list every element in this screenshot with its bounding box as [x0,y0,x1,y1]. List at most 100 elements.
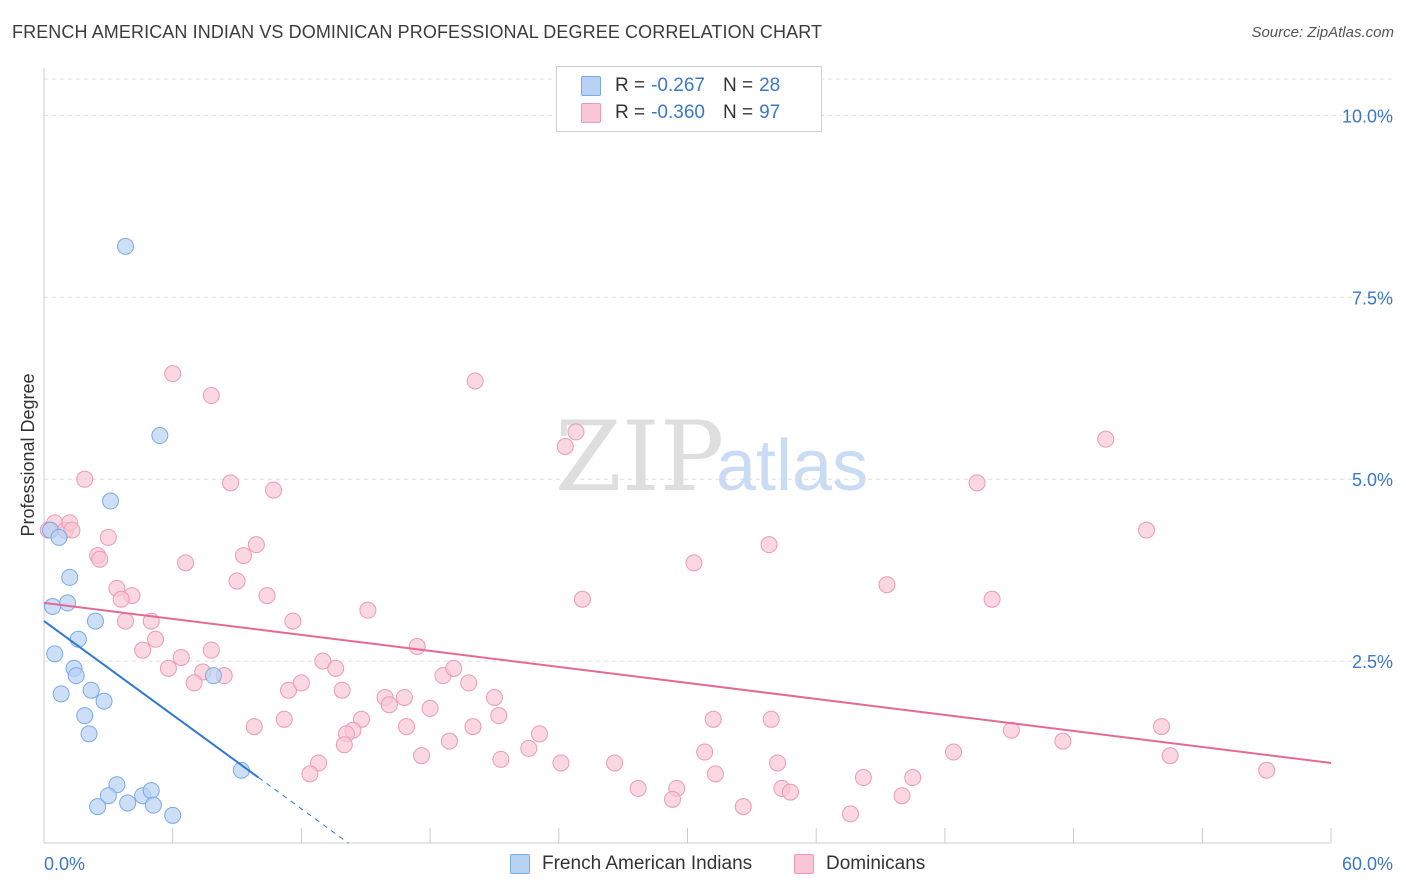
french-point [44,598,62,616]
dominican-point [606,754,624,772]
y-tick-label: 7.5% [1352,288,1393,308]
legend-swatch-french [581,76,601,96]
french-point [69,630,87,648]
dominican-point [395,688,413,706]
dominican-point [228,572,246,590]
dominican-point [629,779,647,797]
dominican-point [234,547,252,565]
bottom-legend-dominican: Dominicans [794,852,925,876]
watermark: ZIP atlas [555,401,868,513]
dominican-point [460,674,478,692]
legend-r-label: R = [615,102,646,123]
trend-layer [43,601,1332,844]
french-point [142,782,160,800]
french-point [80,725,98,743]
french-point [117,237,135,255]
dominican-point [222,474,240,492]
french-point [99,787,117,805]
dominican-point [333,681,351,699]
y-axis-label: Professional Degree [18,373,38,536]
dominican-point [464,718,482,736]
dominican-point [1097,430,1115,448]
dominican-point [1258,761,1276,779]
dominican-point [445,659,463,677]
legend-row-french: R = -0.267 N = 28 [581,73,780,99]
dominican-point [172,648,190,666]
dominican-point [842,805,860,823]
french-point [101,492,119,510]
dominican-point [663,790,681,808]
dominican-point [530,725,548,743]
dominican-point [466,372,484,390]
watermark-atlas: atlas [716,426,868,506]
french-point [164,806,182,824]
legend-r-label: R = [615,75,646,96]
dominican-point [327,659,345,677]
dominican-point [696,743,714,761]
dominican-point [762,710,780,728]
french-point [82,681,100,699]
dominican-point [335,736,353,754]
y-tick-label: 2.5% [1352,652,1393,672]
dominican-point [556,437,574,455]
legend-n-label: N = [722,102,754,123]
bottom-legend-dominican-label: Dominicans [826,853,926,874]
dominican-point [275,710,293,728]
french-point [59,594,77,612]
dominican-point [983,590,1001,608]
dominican-point [301,765,319,783]
dominican-point [112,590,130,608]
dominican-point [704,710,722,728]
french-trend-extension [258,777,349,844]
dominican-point [1138,521,1156,539]
y-tick-label: 10.0% [1342,106,1393,126]
dominican-point [380,696,398,714]
dominican-point [245,718,263,736]
dominican-point [854,769,872,787]
bottom-legend-french-label: French American Indians [542,853,753,874]
dominican-point [284,612,302,630]
dominican-point [552,754,570,772]
x-tick-label-min: 0.0% [44,854,85,874]
dominican-point [944,743,962,761]
dominican-point [202,387,220,405]
dominican-point [734,798,752,816]
dominican-point [567,423,585,441]
legend-n-label: N = [722,75,754,96]
dominican-trend-line [43,601,1332,764]
correlation-legend: R = -0.267 N = 28 R = -0.360 N = 97 [556,66,822,132]
dominican-point [63,521,81,539]
bottom-swatch-french [510,854,530,874]
french-point [61,568,79,586]
dominican-point [185,674,203,692]
x-tick-label-max: 60.0% [1342,854,1393,874]
french-point [151,427,169,445]
dominican-point [781,783,799,801]
dominican-point [492,750,510,768]
bottom-swatch-dominican [794,854,814,874]
bottom-legend-french: French American Indians [510,852,752,876]
dominican-point [878,576,896,594]
french-point [204,667,222,685]
chart-title: FRENCH AMERICAN INDIAN VS DOMINICAN PROF… [12,22,823,42]
dominican-point [706,765,724,783]
french-trend-line [43,620,260,779]
watermark-zip: ZIP [555,401,724,513]
dominican-point [968,474,986,492]
legend-r-value: -0.360 [651,102,705,123]
dominican-point [117,612,135,630]
french-point [46,645,64,663]
french-point [86,612,104,630]
dominican-point [134,641,152,659]
dominican-point [177,554,195,572]
french-point [119,794,137,812]
dominican-point [685,554,703,572]
dominican-point [769,754,787,772]
dominican-point [164,365,182,383]
dominican-point [280,681,298,699]
dominican-point [440,732,458,750]
dominican-point [247,536,265,554]
french-point [89,798,107,816]
dominican-point [202,641,220,659]
